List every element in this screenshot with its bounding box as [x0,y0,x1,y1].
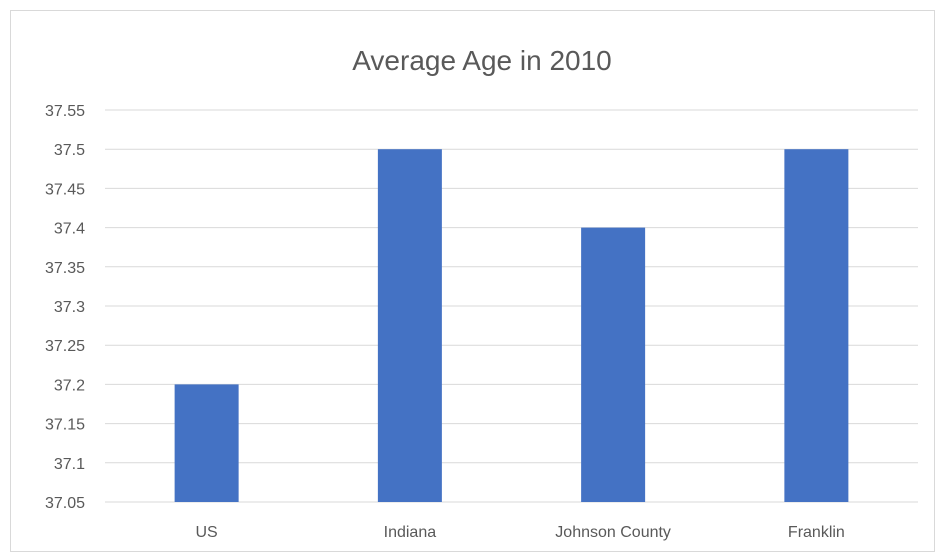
bar-franklin [784,149,849,502]
y-tick-label: 37.25 [45,338,85,355]
y-tick-label: 37.4 [54,221,85,238]
gridlines [105,109,918,503]
x-category-label: Franklin [788,524,845,541]
bar-indiana [377,149,442,502]
y-tick-label: 37.45 [45,181,85,198]
x-axis-categories: US Indiana Johnson County Franklin [196,524,845,541]
bar-johnson-county [581,227,646,502]
y-tick-label: 37.15 [45,417,85,434]
y-tick-label: 37.2 [54,377,85,394]
chart-title: Average Age in 2010 [352,45,611,76]
y-axis-ticks: 37.05 37.1 37.15 37.2 37.25 37.3 37.35 37.4 37.4… [45,103,85,512]
y-tick-label: 37.35 [45,260,85,277]
x-category-label: Johnson County [555,524,671,541]
y-tick-label: 37.3 [54,299,85,316]
y-tick-label: 37.1 [54,456,85,473]
y-tick-label: 37.5 [54,142,85,159]
y-tick-label: 37.55 [45,103,85,120]
chart-frame [10,10,935,552]
bars [174,149,849,502]
x-category-label: Indiana [384,524,437,541]
y-tick-label: 37.05 [45,495,85,512]
x-category-label: US [196,524,218,541]
bar-us [174,384,239,502]
